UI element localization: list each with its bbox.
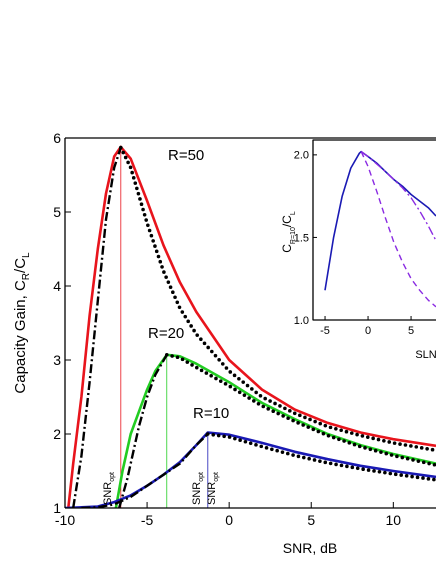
plot-clip xyxy=(65,145,436,508)
series-line xyxy=(67,145,436,508)
y-label-part: Capacity Gain, C xyxy=(12,280,29,394)
y-tick-label: 2.0 xyxy=(294,150,309,162)
plot-area: -5 0 5 1.0 1.5 2.0 SLNR CR=10/CL xyxy=(280,139,436,361)
snr-opt-main: SNR xyxy=(191,482,203,505)
snr-opt-main: SNR xyxy=(102,482,114,505)
y-tick-label: 1.5 xyxy=(294,232,309,244)
curve-annotation: R=20 xyxy=(148,325,184,342)
series-line xyxy=(114,353,436,508)
x-tick-label: -5 xyxy=(320,325,330,337)
plot-clip xyxy=(324,150,436,308)
curve-annotation: R=50 xyxy=(168,147,204,164)
x-tick-label: -10 xyxy=(55,512,75,528)
y-axis-label: CR=10/CL xyxy=(280,211,297,253)
snr-opt-subscript: opt xyxy=(198,472,205,482)
y-tick-label: 5 xyxy=(53,204,61,220)
y-tick-label: 2 xyxy=(53,426,61,442)
y-tick-label: 3 xyxy=(53,352,61,368)
series-line xyxy=(72,147,122,508)
y-label-subscript: L xyxy=(21,252,32,258)
snr-opt-subscript: opt xyxy=(213,472,220,482)
y-label-part: C xyxy=(280,244,294,253)
snr-opt-label: SNRopt xyxy=(102,472,116,505)
y-label-subscript: R=10 xyxy=(290,227,297,244)
y-tick-label: 4 xyxy=(53,278,61,294)
snr-opt-label: SNRopt xyxy=(206,472,220,505)
snr-opt-subscript: opt xyxy=(109,472,116,482)
y-label-subscript: L xyxy=(290,211,297,215)
x-axis-label: SLNR xyxy=(415,349,436,361)
y-axis-label: Capacity Gain, CR/CL xyxy=(12,252,32,394)
y-tick-label: 1.0 xyxy=(294,315,309,327)
snr-opt-main: SNR xyxy=(206,482,218,505)
series-line xyxy=(165,353,436,467)
series-line xyxy=(206,432,436,482)
y-label-part: /C xyxy=(12,258,29,273)
y-label-part: /C xyxy=(280,215,294,227)
x-tick-label: 0 xyxy=(365,325,371,337)
y-label-subscript: R xyxy=(21,273,32,280)
y-tick-label: 6 xyxy=(53,130,61,146)
x-tick-label: 10 xyxy=(386,512,402,528)
x-tick-label: 0 xyxy=(225,512,233,528)
y-tick-label: 1 xyxy=(53,500,61,516)
x-tick-label: -5 xyxy=(141,512,154,528)
x-tick-label: 5 xyxy=(307,512,315,528)
series-line xyxy=(81,433,209,508)
x-axis-label: SNR, dB xyxy=(283,540,337,556)
curve-annotation: R=10 xyxy=(193,405,229,422)
series-line xyxy=(119,145,436,453)
series-line xyxy=(118,354,168,508)
inset-background xyxy=(312,139,436,321)
snr-opt-label: SNRopt xyxy=(191,472,205,505)
series-line xyxy=(360,151,436,242)
x-tick-label: 5 xyxy=(408,325,414,337)
